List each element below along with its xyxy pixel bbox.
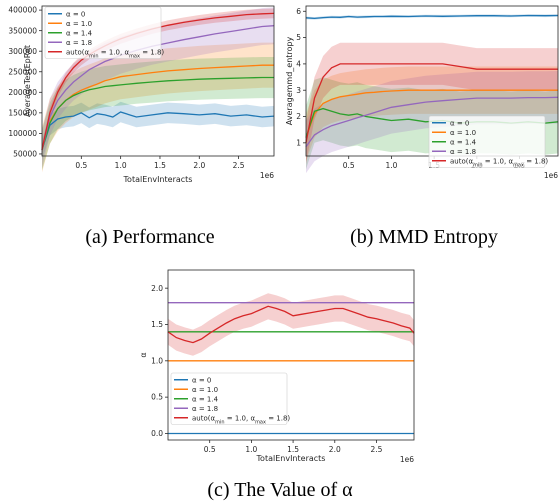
x-multiplier-b: 1e6 xyxy=(544,171,558,180)
legend-label-b-0: α = 0 xyxy=(450,119,469,127)
y-axis-label-c: α xyxy=(139,352,148,357)
x-tick-label-a-0: 0.5 xyxy=(75,161,87,170)
y-tick-label-b-5: 6 xyxy=(296,7,301,16)
y-tick-label-a-3: 200000 xyxy=(8,88,37,97)
x-tick-label-a-1: 1.0 xyxy=(115,161,127,170)
series-line-a-2 xyxy=(41,76,274,150)
legend-box-b xyxy=(428,115,546,168)
series-line-b-3 xyxy=(305,96,559,148)
y-tick-label-c-4: 2.0 xyxy=(151,284,163,293)
legend-label-c-1: α = 1.0 xyxy=(192,386,218,394)
legend-label-a-3: α = 1.8 xyxy=(66,39,92,47)
y-axis-label-a: AverageTestEpRet xyxy=(23,45,32,117)
series-line-b-4 xyxy=(305,63,558,143)
band-b-4 xyxy=(306,42,558,164)
x-multiplier-a: 1e6 xyxy=(260,171,274,180)
legend-label-a-1: α = 1.0 xyxy=(66,20,92,28)
caption-c: (c) The Value of α xyxy=(207,479,353,501)
band-a-2 xyxy=(42,57,274,171)
caption-b: (b) MMD Entropy xyxy=(350,226,498,248)
y-tick-label-a-4: 250000 xyxy=(8,67,37,76)
x-axis-label-c: TotalEnvInteracts xyxy=(256,454,326,463)
legend-label-a-4: auto(αmin = 1.0, αmax = 1.8) xyxy=(66,48,164,59)
legend-label-b-4: auto(αmin = 1.0, αmax = 1.8) xyxy=(450,157,548,168)
x-tick-label-c-4: 2.5 xyxy=(371,445,383,454)
x-tick-label-c-1: 1.0 xyxy=(245,445,257,454)
y-tick-label-c-1: 0.5 xyxy=(151,393,163,402)
band-c-4 xyxy=(168,293,414,356)
y-tick-label-c-3: 1.5 xyxy=(151,320,163,329)
series-line-a-0 xyxy=(41,111,275,150)
x-tick-label-c-3: 2.0 xyxy=(329,445,341,454)
y-tick-label-b-0: 1 xyxy=(296,138,301,147)
x-tick-label-a-3: 2.0 xyxy=(193,161,205,170)
y-tick-label-b-1: 2 xyxy=(296,112,301,121)
y-tick-label-a-7: 400000 xyxy=(8,6,37,15)
x-tick-label-c-2: 1.5 xyxy=(287,445,299,454)
plot-frame-a xyxy=(41,5,275,157)
legend-label-c-3: α = 1.8 xyxy=(192,405,218,413)
band-a-0 xyxy=(42,101,274,161)
y-tick-label-a-1: 100000 xyxy=(8,129,37,138)
x-tick-label-a-2: 1.5 xyxy=(154,161,166,170)
x-axis-label-a: TotalEnvInteracts xyxy=(123,175,193,184)
x-multiplier-c: 1e6 xyxy=(400,455,414,464)
x-tick-label-a-4: 2.5 xyxy=(233,161,245,170)
legend-label-b-2: α = 1.4 xyxy=(450,138,477,146)
y-tick-label-a-2: 150000 xyxy=(8,108,37,117)
series-line-c-4 xyxy=(167,305,415,344)
legend-label-c-0: α = 0 xyxy=(192,376,211,384)
legend-label-c-2: α = 1.4 xyxy=(192,395,219,403)
y-tick-label-c-2: 1.0 xyxy=(151,356,163,365)
chart-performance: 0.5 1.0 1.5 2.0 2.5 1e6 50000 100000 150000 20000… xyxy=(8,5,275,184)
legend-box-a xyxy=(44,6,162,59)
y-tick-label-b-4: 5 xyxy=(296,33,301,42)
y-axis-label-b: Averagemmd_entropy xyxy=(285,37,294,126)
chart-mmd-entropy: 0.51.01.52.02.51e6123456Averagemmd_entro… xyxy=(285,5,559,180)
y-tick-label-b-3: 4 xyxy=(296,59,301,68)
x-tick-label-b-0: 0.5 xyxy=(343,161,355,170)
y-tick-label-b-2: 3 xyxy=(296,86,301,95)
legend-box-c xyxy=(170,372,288,425)
band-a-1 xyxy=(42,42,274,173)
legend-label-a-0: α = 0 xyxy=(66,10,85,18)
legend-label-b-3: α = 1.8 xyxy=(450,148,476,156)
x-tick-label-b-1: 1.0 xyxy=(385,161,397,170)
series-line-b-1 xyxy=(305,89,558,138)
x-tick-label-c-0: 0.5 xyxy=(204,445,216,454)
y-tick-label-c-0: 0.0 xyxy=(151,429,163,438)
y-tick-label-a-0: 50000 xyxy=(13,150,37,159)
y-tick-label-a-5: 300000 xyxy=(8,47,37,56)
series-line-b-0 xyxy=(305,14,559,20)
plot-frame-c xyxy=(167,269,415,441)
legend-label-a-2: α = 1.4 xyxy=(66,29,93,37)
legend-label-b-1: α = 1.0 xyxy=(450,129,476,137)
chart-alpha-value: 0.5 1.0 1.5 2.0 2.51e60.00.51.01.52.0TotalEn… xyxy=(139,269,415,464)
caption-a: (a) Performance xyxy=(85,226,214,248)
legend-label-c-4: auto(αmin = 1.0, αmax = 1.8) xyxy=(192,414,290,425)
y-tick-label-a-6: 350000 xyxy=(8,26,37,35)
